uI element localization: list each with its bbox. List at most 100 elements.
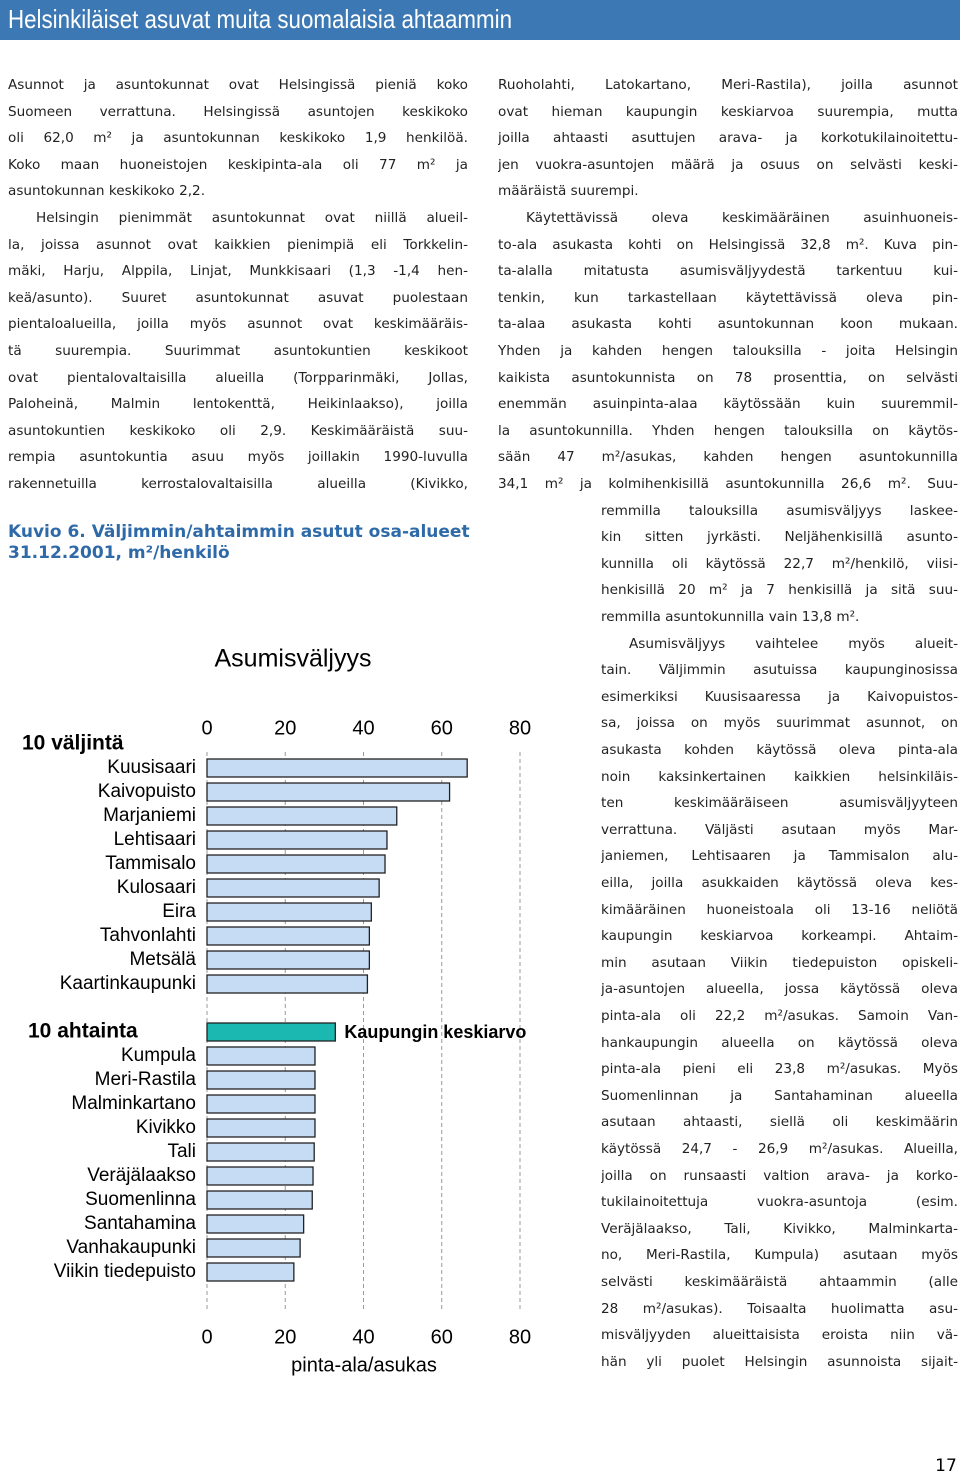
chart-title: Asumisväljyys (215, 645, 372, 673)
text-line: 34,1 m² ja kolmihenkisillä asuntokunnill… (498, 476, 958, 492)
text-line: ovat pientalovaltaisilla alueilla (Torpp… (8, 369, 468, 386)
bar (206, 1046, 316, 1066)
text-line: kaupungin keskiarvoa korkeampi. Ahtaim- (601, 928, 958, 945)
category-label: Meri-Rastila (95, 1069, 197, 1090)
bar (206, 926, 371, 946)
text-line: Koko maan huoneistojen keskipinta-ala ol… (8, 156, 468, 173)
bar (206, 758, 468, 778)
x-tick-label: 0 (201, 717, 212, 739)
text-line: rempia asuntokuntia asuu myös joillakin … (8, 449, 468, 466)
text-line: ta-alalla mitatusta asumisväljyydestä ta… (498, 263, 958, 280)
text-line: jen vuokra-asuntojen määrä ja osuus on s… (498, 156, 958, 173)
text-line: Veräjälaakso, Tali, Kivikko, Malminkarta… (601, 1220, 958, 1237)
text-line: 28 m²/asukas). Toisaalta huolimatta asu- (601, 1300, 958, 1317)
x-tick-label: 40 (352, 1326, 374, 1348)
text-line: hän yli puolet Helsingin asunnoista sija… (601, 1353, 958, 1370)
bar (206, 1238, 301, 1258)
text-line: kimääräinen huoneistoala oli 13-16 neliö… (601, 901, 958, 918)
text-line: Ruoholahti, Latokartano, Meri-Rastila), … (498, 77, 958, 93)
x-axis-label: pinta-ala/asukas (291, 1354, 437, 1376)
group-label: 10 ahtainta (28, 1020, 138, 1043)
text-line: kunnilla oli käytössä 22,7 m²/henkilö, v… (601, 555, 958, 572)
category-label: Tali (167, 1141, 196, 1162)
text-line: la, joissa asunnot ovat kaikkien pienimp… (8, 236, 468, 253)
text-line: henkisillä 20 m² ja 7 henkisillä ja sitä… (601, 582, 958, 599)
text-line: remmilla talouksilla asumisväljyys laske… (601, 502, 958, 519)
page-number: 17 (935, 1456, 957, 1476)
bar (206, 854, 386, 874)
bar (206, 1142, 315, 1162)
category-label: Santahamina (84, 1213, 196, 1234)
text-line: kin sitten jyrkästi. Neljähenkisillä asu… (601, 529, 958, 546)
text-line: Käytettävissä oleva keskimääräinen asuin… (526, 210, 958, 226)
category-label: Suomenlinna (85, 1189, 196, 1210)
x-tick-label: 80 (509, 1326, 531, 1348)
x-tick-label: 20 (274, 1326, 296, 1348)
text-line: la asuntokunnilla. Yhden hengen talouksi… (498, 422, 958, 439)
text-line: ja-asuntojen alueella, jossa käytössä ol… (601, 981, 958, 998)
category-label: Kulosaari (117, 877, 196, 898)
text-line: Yhden ja kahden hengen talouksilla - joi… (498, 343, 958, 359)
text-line: ovat hieman kaupungin keskiarvoa suuremp… (498, 103, 958, 120)
text-line: Asumisväljyys vaihtelee myös alueit- (629, 635, 958, 652)
x-tick-label: 80 (509, 717, 531, 739)
bar (206, 1190, 313, 1210)
text-line: tä suurempia. Suurimmat asuntokuntien ke… (8, 343, 468, 359)
x-tick-label: 40 (352, 717, 374, 739)
text-line: noin kaksinkertainen kaikkien helsinkilä… (601, 768, 958, 785)
x-tick-label: 20 (274, 717, 296, 739)
text-line: joilla ahtaasti asuttujen arava- ja kork… (498, 130, 958, 147)
chart-caption: Kuvio 6. Väljimmin/ahtaimmin asutut osa-… (8, 522, 470, 542)
text-line: esimerkiksi Kuusisaaressa ja Kaivopuisto… (601, 688, 958, 705)
text-line: janiemen, Lehtisaaren ja Tammisalon alu- (601, 848, 958, 865)
text-line: asuntokuntien keskikoko oli 2,9. Keskimä… (8, 422, 468, 439)
text-line: Suomenlinnan ja Santahaminan alueella (601, 1087, 958, 1104)
bar (206, 1094, 316, 1114)
header-title: Helsinkiläiset asuvat muita suomalaisia … (8, 4, 512, 34)
header-bar (0, 0, 960, 40)
x-tick-label: 60 (431, 717, 453, 739)
bar (206, 830, 388, 850)
text-line: asutaan ahtaasti, siellä oli keskimäärin (601, 1114, 958, 1131)
group-label: 10 väljintä (22, 732, 124, 755)
bar (206, 1166, 314, 1186)
text-line: joilla on runsaasti valtion arava- ja ko… (601, 1167, 958, 1184)
text-line: pinta-ala pieni eli 23,8 m²/asukas. Myös (601, 1061, 958, 1078)
text-line: ta-alaa asukasta kohti asuntokunnan koon… (498, 316, 958, 333)
bar (206, 950, 371, 970)
text-line: rakennetuilla kerrostalovaltaisilla alue… (8, 476, 468, 492)
bar (206, 1022, 336, 1042)
category-label: Viikin tiedepuisto (54, 1261, 196, 1282)
text-line: tenkin, kun tarkastellaan käytettävissä … (498, 289, 958, 306)
text-line: verrattuna. Väljästi asutaan myös Mar- (601, 821, 958, 838)
bar (206, 1070, 316, 1090)
category-label: Kaupungin keskiarvo (344, 1022, 526, 1042)
text-line: enemmän asuinpinta-alaa käytössään kuin … (498, 396, 958, 413)
category-label: Eira (162, 901, 196, 922)
category-label: Kaivopuisto (98, 781, 196, 802)
bar (206, 878, 380, 898)
text-line: hankaupungin alueella on käytössä oleva (601, 1034, 958, 1051)
text-line: selvästi keskimääräistä ahtaammin (alle (601, 1274, 958, 1290)
category-label: Malminkartano (71, 1093, 196, 1114)
text-line: sään 47 m²/asukas, kahden hengen asuntok… (498, 449, 958, 466)
text-line: pientaloalueilla, joilla myös asunnot ov… (8, 316, 468, 333)
text-line: misväljyyden alueittaisista eroista niin… (601, 1327, 958, 1344)
bar (206, 1118, 316, 1138)
bar (206, 974, 369, 994)
text-line: eilla, joilla asukkaiden käytössä oleva … (601, 875, 958, 891)
text-line: sa, joissa on myös suurimmat asunnot, on (601, 715, 958, 732)
category-label: Kivikko (136, 1117, 196, 1138)
x-tick-label: 60 (431, 1326, 453, 1348)
category-label: Kumpula (121, 1045, 196, 1066)
bar (206, 902, 372, 922)
text-line: kaikista asuntokunnista on 78 prosenttia… (498, 369, 958, 386)
text-line: no, Meri-Rastila, Kumpula) asutaan myös (601, 1247, 958, 1264)
text-line: Asunnot ja asuntokunnat ovat Helsingissä… (8, 77, 468, 93)
text-line: keä/asunto). Suuret asuntokunnat asuvat … (8, 289, 468, 306)
bar (206, 1214, 305, 1234)
x-tick-label: 0 (201, 1326, 212, 1348)
chart-caption: 31.12.2001, m²/henkilö (8, 543, 230, 563)
text-line: Suomeen verrattuna. Helsingissä asuntoje… (8, 103, 468, 120)
